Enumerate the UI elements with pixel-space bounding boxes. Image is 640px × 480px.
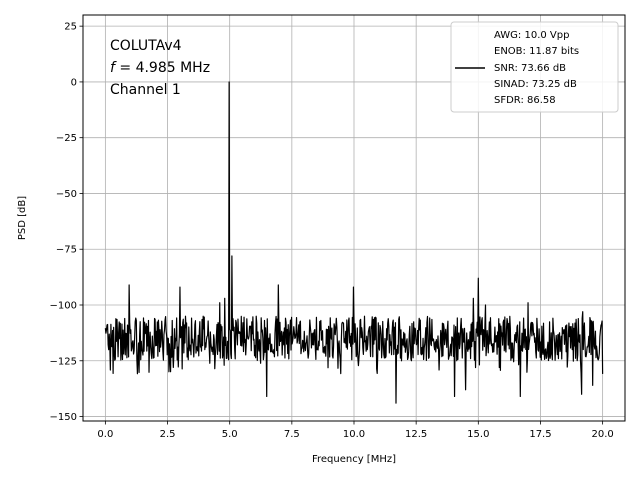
- x-tick-label: 15.0: [467, 429, 489, 440]
- legend-sfdr: SFDR: 86.58: [494, 95, 556, 106]
- x-tick-label: 12.5: [405, 429, 427, 440]
- x-tick-label: 7.5: [284, 429, 300, 440]
- legend-box: [450, 21, 619, 113]
- annotation-frequency-var: f: [110, 60, 117, 76]
- annotation-frequency-value: = 4.985 MHz: [115, 60, 210, 76]
- x-axis-ticks: 0.0 2.5 5.0 7.5 10.0 12.5 15.0 17.5 20.0: [97, 421, 614, 440]
- y-tick-label: 0: [71, 77, 77, 88]
- y-tick-label: −75: [56, 245, 77, 256]
- x-tick-label: 20.0: [591, 429, 613, 440]
- legend-awg: AWG: 10.0 Vpp: [494, 30, 569, 41]
- x-tick-label: 0.0: [97, 429, 113, 440]
- y-tick-label: −125: [50, 356, 77, 367]
- y-tick-label: −100: [50, 301, 77, 312]
- y-tick-label: −50: [56, 189, 77, 200]
- x-tick-label: 5.0: [222, 429, 238, 440]
- legend-sinad: SINAD: 73.25 dB: [494, 79, 577, 90]
- x-tick-label: 17.5: [529, 429, 551, 440]
- x-tick-label: 2.5: [160, 429, 176, 440]
- psd-line: [104, 81, 604, 404]
- y-axis-label: PSD [dB]: [17, 196, 28, 240]
- y-axis-ticks: 25 0 −25 −50 −75 −100 −125 −150: [50, 22, 83, 423]
- psd-series: [104, 81, 604, 404]
- x-tick-label: 10.0: [343, 429, 365, 440]
- annotation-frequency: f = 4.985 MHz: [110, 60, 210, 76]
- annotation-device: COLUTAv4: [110, 38, 182, 54]
- y-tick-label: −150: [50, 412, 77, 423]
- legend: AWG: 10.0 Vpp ENOB: 11.87 bits SNR: 73.6…: [450, 21, 619, 113]
- chart-annotation: COLUTAv4 f = 4.985 MHz Channel 1: [110, 38, 210, 98]
- x-axis-label: Frequency [MHz]: [312, 454, 396, 465]
- legend-snr: SNR: 73.66 dB: [494, 63, 566, 74]
- annotation-channel: Channel 1: [110, 82, 181, 98]
- y-tick-label: 25: [64, 22, 77, 33]
- legend-enob: ENOB: 11.87 bits: [494, 46, 579, 57]
- y-tick-label: −25: [56, 133, 77, 144]
